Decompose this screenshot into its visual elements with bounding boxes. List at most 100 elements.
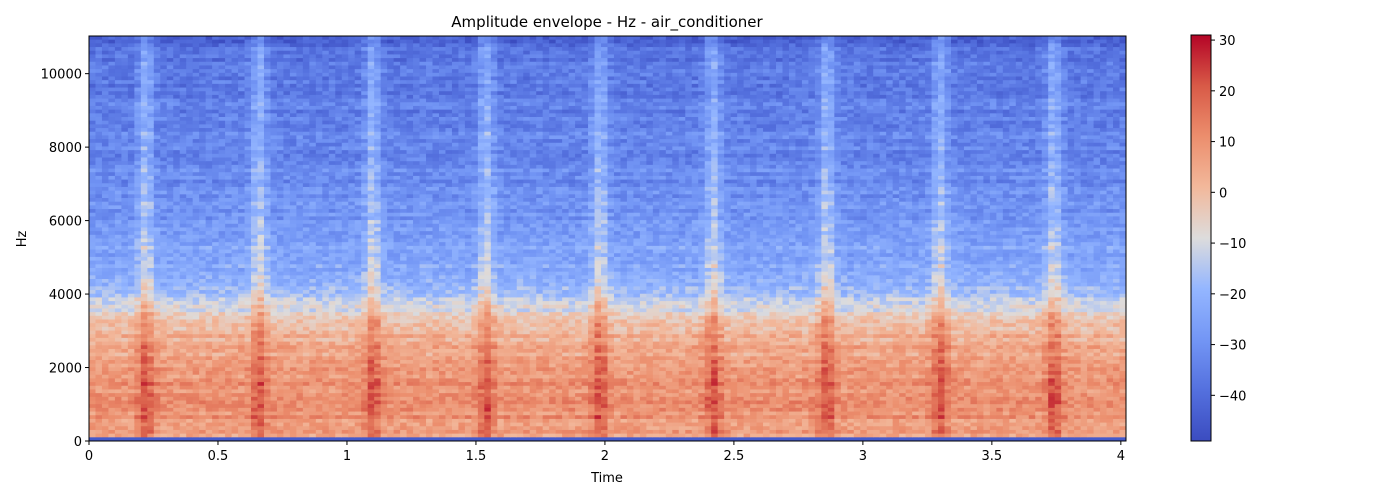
spectrogram-cell — [218, 54, 226, 59]
spectrogram-cell — [199, 437, 207, 441]
spectrogram-cell — [335, 326, 343, 332]
spectrogram-cell — [251, 249, 259, 254]
spectrogram-cell — [89, 363, 97, 368]
spectrogram-cell — [257, 334, 265, 339]
spectrogram-cell — [328, 98, 336, 103]
spectrogram-cell — [283, 293, 291, 299]
spectrogram-cell — [114, 249, 122, 254]
spectrogram-cell — [205, 290, 213, 295]
spectrogram-cell — [101, 194, 110, 199]
spectrogram-cell — [205, 238, 213, 243]
spectrogram-cell — [212, 407, 220, 413]
spectrogram-cell — [348, 264, 356, 269]
spectrogram-cell — [322, 348, 330, 354]
spectrogram-cell — [199, 168, 207, 173]
spectrogram-cell — [296, 415, 304, 420]
spectrogram-cell — [199, 418, 207, 424]
spectrogram-cell — [127, 330, 135, 335]
spectrogram-cell — [212, 94, 220, 100]
spectrogram-cell — [335, 330, 343, 335]
spectrogram-cell — [121, 304, 129, 310]
spectrogram-cell — [315, 72, 323, 78]
spectrogram-cell — [147, 426, 155, 431]
spectrogram-cell — [244, 109, 252, 114]
spectrogram-cell — [276, 334, 285, 339]
spectrogram-cell — [251, 231, 259, 236]
spectrogram-cell — [186, 186, 194, 192]
spectrogram-cell — [251, 315, 259, 321]
spectrogram-cell — [263, 407, 272, 413]
spectrogram-cell — [140, 161, 148, 166]
spectrogram-cell — [225, 367, 233, 372]
spectrogram-cell — [205, 389, 213, 394]
spectrogram-cell — [289, 201, 297, 206]
spectrogram-cell — [205, 142, 213, 148]
spectrogram-cell — [367, 91, 375, 96]
spectrogram-cell — [218, 172, 226, 177]
spectrogram-cell — [374, 69, 382, 74]
spectrogram-cell — [121, 146, 129, 151]
spectrogram-cell — [166, 87, 174, 92]
spectrogram-cell — [270, 356, 278, 361]
spectrogram-cell — [114, 139, 122, 144]
spectrogram-cell — [348, 135, 356, 140]
spectrogram-cell — [192, 172, 200, 177]
spectrogram-cell — [212, 337, 220, 343]
spectrogram-cell — [114, 161, 122, 166]
spectrogram-cell — [108, 87, 116, 92]
spectrogram-cell — [251, 437, 259, 441]
spectrogram-cell — [276, 183, 285, 188]
spectrogram-cell — [179, 231, 187, 236]
spectrogram-cell — [121, 393, 129, 398]
spectrogram-cell — [173, 279, 181, 284]
spectrogram-cell — [95, 39, 103, 44]
spectrogram-cell — [263, 150, 272, 155]
spectrogram-cell — [367, 418, 375, 424]
spectrogram-cell — [361, 245, 369, 251]
spectrogram-cell — [354, 367, 362, 372]
spectrogram-cell — [134, 260, 142, 265]
spectrogram-cell — [309, 301, 317, 306]
spectrogram-cell — [335, 345, 343, 350]
spectrogram-cell — [192, 201, 200, 206]
spectrogram-cell — [160, 396, 168, 402]
spectrogram-cell — [127, 429, 135, 435]
spectrogram-cell — [166, 345, 174, 350]
spectrogram-cell — [380, 69, 388, 74]
spectrogram-cell — [328, 54, 336, 59]
spectrogram-cell — [121, 234, 129, 240]
spectrogram-cell — [238, 308, 246, 313]
spectrogram-cell — [367, 54, 375, 59]
spectrogram-cell — [89, 39, 97, 44]
spectrogram-cell — [192, 113, 200, 118]
spectrogram-cell — [335, 352, 343, 357]
spectrogram-cell — [328, 87, 336, 92]
spectrogram-cell — [238, 290, 246, 295]
spectrogram-cell — [192, 407, 200, 413]
spectrogram-cell — [205, 393, 213, 398]
spectrogram-cell — [147, 415, 155, 420]
spectrogram-cell — [283, 113, 291, 118]
spectrogram-cell — [192, 279, 200, 284]
spectrogram-cell — [270, 198, 278, 203]
spectrogram-cell — [374, 150, 382, 155]
spectrogram-cell — [140, 301, 148, 306]
spectrogram-cell — [315, 271, 323, 276]
spectrogram-cell — [296, 260, 304, 265]
spectrogram-cell — [231, 400, 239, 405]
spectrogram-cell — [361, 363, 369, 368]
spectrogram-cell — [121, 220, 129, 225]
spectrogram-cell — [186, 374, 194, 380]
spectrogram-cell — [367, 205, 375, 210]
spectrogram-cell — [186, 352, 194, 357]
spectrogram-cell — [160, 267, 168, 273]
spectrogram-cell — [179, 411, 187, 416]
spectrogram-cell — [153, 415, 161, 420]
spectrogram-cell — [354, 172, 362, 177]
spectrogram-cell — [257, 168, 265, 173]
spectrogram-cell — [192, 242, 200, 247]
spectrogram-cell — [257, 411, 265, 416]
spectrogram-cell — [108, 393, 116, 398]
spectrogram-cell — [225, 212, 233, 218]
spectrogram-cell — [95, 209, 103, 214]
